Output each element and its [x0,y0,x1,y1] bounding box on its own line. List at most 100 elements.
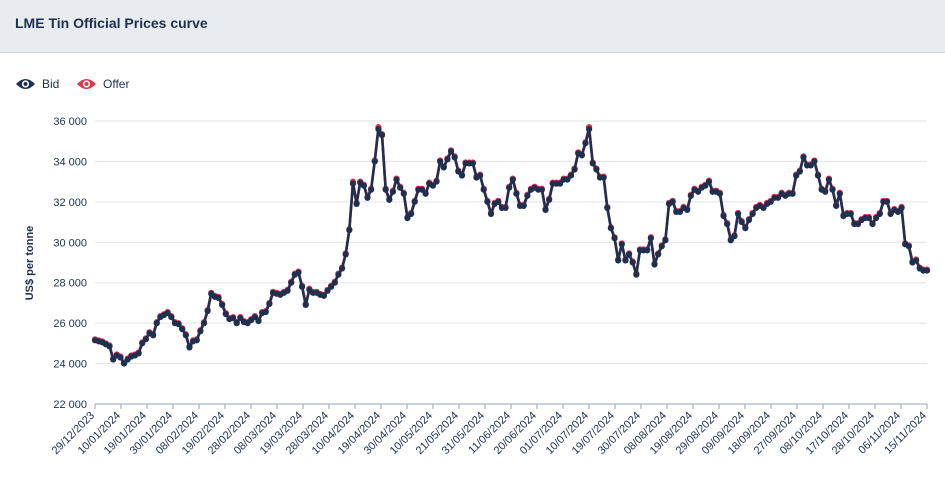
data-point-bid[interactable] [375,125,382,133]
data-point-bid[interactable] [633,271,640,278]
data-point-bid[interactable] [662,237,669,244]
data-point-bid[interactable] [593,166,600,173]
data-point-bid[interactable] [219,301,226,309]
data-point-bid[interactable] [618,241,625,248]
data-point-bid[interactable] [854,220,862,228]
data-point-bid[interactable] [429,182,436,189]
data-point-bid[interactable] [822,188,829,195]
data-point-bid[interactable] [742,225,749,232]
data-point-bid[interactable] [589,160,596,167]
data-point-bid[interactable] [320,292,327,299]
data-point-bid[interactable] [898,204,905,212]
data-point-bid[interactable] [182,332,189,339]
data-point-bid[interactable] [869,220,876,228]
data-point-bid[interactable] [164,309,171,317]
data-point-bid[interactable] [200,320,208,327]
data-point-bid[interactable] [487,210,495,218]
data-point-bid[interactable] [382,186,389,193]
data-point-bid[interactable] [833,202,840,209]
data-point-bid[interactable] [506,184,513,191]
data-point-bid[interactable] [796,168,803,175]
data-point-bid[interactable] [193,337,200,344]
data-point-bid[interactable] [480,186,487,193]
data-point-bid[interactable] [793,172,800,179]
data-point-bid[interactable] [702,182,709,189]
data-point-bid[interactable] [378,132,386,139]
data-point-bid[interactable] [509,176,516,183]
data-point-bid[interactable] [135,350,142,357]
data-point-bid[interactable] [168,313,175,321]
data-point-bid[interactable] [139,340,146,347]
data-point-bid[interactable] [607,225,615,232]
data-point-bid[interactable] [233,320,240,327]
data-point-bid[interactable] [437,158,444,165]
data-point-bid[interactable] [727,237,734,244]
data-point-bid[interactable] [397,184,404,191]
data-point-bid[interactable] [284,287,291,294]
data-point-bid[interactable] [731,233,738,240]
data-point-bid[interactable] [197,328,204,335]
data-point-bid[interactable] [913,257,920,264]
data-point-bid[interactable] [298,283,306,290]
data-point-bid[interactable] [407,210,415,218]
data-point-bid[interactable] [237,314,244,322]
data-point-bid[interactable] [110,356,117,363]
data-point-bid[interactable] [295,269,302,276]
data-point-bid[interactable] [556,180,564,187]
data-point-bid[interactable] [353,200,360,207]
data-point-bid[interactable] [807,162,814,169]
legend-item-offer[interactable]: Offer [76,77,129,91]
data-point-bid[interactable] [546,196,553,203]
data-point-bid[interactable] [215,294,222,301]
data-point-bid[interactable] [542,206,549,214]
data-point-bid[interactable] [331,279,338,286]
data-point-bid[interactable] [455,168,462,175]
data-point-bid[interactable] [745,216,753,224]
data-point-bid[interactable] [687,192,694,199]
data-point-bid[interactable] [655,251,662,258]
data-point-bid[interactable] [422,190,429,197]
data-point-bid[interactable] [524,192,531,199]
data-point-bid[interactable] [800,154,807,161]
data-point-bid[interactable] [629,259,636,266]
data-point-bid[interactable] [836,190,843,197]
data-point-bid[interactable] [338,265,346,272]
legend-item-bid[interactable]: Bid [15,77,59,91]
data-point-bid[interactable] [767,198,774,205]
data-point-bid[interactable] [324,287,331,294]
data-point-bid[interactable] [342,251,349,258]
data-point-bid[interactable] [175,321,182,328]
data-point-bid[interactable] [676,208,684,216]
data-point-bid[interactable] [186,344,193,351]
data-point-bid[interactable] [611,235,618,242]
data-point-bid[interactable] [644,247,651,254]
data-point-bid[interactable] [774,194,782,201]
data-point-bid[interactable] [651,261,658,268]
data-point-bid[interactable] [266,300,273,308]
data-point-bid[interactable] [847,210,854,218]
data-point-bid[interactable] [389,188,397,195]
data-point-bid[interactable] [811,158,818,165]
data-point-bid[interactable] [364,194,371,201]
data-point-bid[interactable] [433,178,440,185]
data-point-bid[interactable] [484,198,491,205]
data-point-bid[interactable] [571,166,578,173]
data-point-bid[interactable] [520,202,527,209]
data-point-bid[interactable] [625,251,633,258]
data-point-bid[interactable] [513,190,520,197]
data-point-bid[interactable] [142,336,149,343]
data-point-bid[interactable] [502,204,509,212]
data-point-bid[interactable] [724,220,731,228]
data-point-bid[interactable] [371,158,378,165]
data-point-bid[interactable] [873,214,880,222]
data-point-bid[interactable] [865,214,872,222]
data-point-bid[interactable] [876,210,883,218]
data-point-bid[interactable] [117,354,124,361]
data-point-bid[interactable] [923,267,931,274]
data-point-bid[interactable] [905,243,912,250]
data-point-bid[interactable] [495,198,502,205]
data-point-bid[interactable] [451,154,458,161]
data-point-bid[interactable] [695,188,702,195]
data-point-bid[interactable] [120,360,128,367]
data-point-bid[interactable] [335,271,342,278]
